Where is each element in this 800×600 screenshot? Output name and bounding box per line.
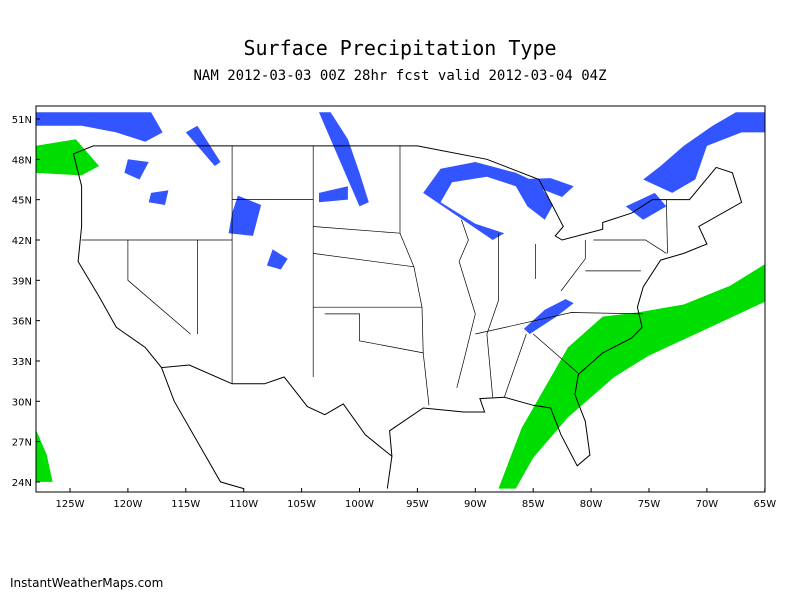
state-line (560, 240, 586, 292)
lon-label: 125W (56, 499, 85, 510)
state-line (532, 333, 580, 375)
precip-area (36, 139, 99, 176)
title: Surface Precipitation Type (243, 36, 556, 60)
lon-label: 100W (345, 499, 374, 510)
tick-layer: 51N 48N 45N 42N 39N 36N 33N 30N 27N 24N 125W 120W 11… (12, 115, 776, 510)
lat-label: 45N (12, 196, 32, 207)
precip-area (498, 264, 765, 489)
map-frame (35, 105, 766, 493)
lon-label: 95W (406, 499, 429, 510)
lat-label: 30N (12, 397, 32, 408)
state-line (127, 240, 191, 335)
state-line (486, 233, 499, 398)
precip-area (36, 112, 163, 142)
lon-label: 115W (171, 499, 200, 510)
subtitle: NAM 2012-03-03 00Z 28hr fcst valid 2012-… (193, 68, 606, 84)
lon-label: 75W (638, 499, 661, 510)
coastline (386, 456, 393, 489)
state-line (313, 253, 414, 268)
state-line (666, 199, 668, 254)
lat-label: 27N (12, 438, 32, 449)
precip-area (523, 299, 574, 334)
precip-area (510, 178, 574, 197)
precip-area (124, 159, 149, 180)
state-line (313, 226, 401, 234)
precip-area (319, 112, 369, 207)
lon-label: 90W (464, 499, 487, 510)
map-layer (36, 112, 765, 490)
lat-label: 36N (12, 317, 32, 328)
credit: InstantWeatherMaps.com (10, 576, 163, 590)
state-line (593, 239, 667, 254)
precip-area (36, 429, 53, 482)
precip-area (319, 186, 348, 203)
lat-label: 51N (12, 115, 32, 126)
lat-label: 24N (12, 478, 32, 489)
state-line (399, 145, 430, 406)
lat-label: 33N (12, 357, 32, 368)
coastline (161, 367, 244, 490)
lat-label: 42N (12, 236, 32, 247)
lon-label: 85W (522, 499, 545, 510)
lon-label: 70W (696, 499, 719, 510)
lat-label: 39N (12, 276, 32, 287)
lon-label: 80W (580, 499, 603, 510)
lat-label: 48N (12, 155, 32, 166)
precip-area (148, 190, 169, 205)
state-line (475, 312, 644, 335)
precip-area (266, 249, 288, 270)
lon-label: 120W (113, 499, 142, 510)
state-line (456, 219, 476, 388)
country-outline (72, 145, 743, 467)
precip-area (228, 195, 262, 236)
lon-label: 65W (753, 499, 776, 510)
state-line (324, 313, 424, 354)
precip-area (643, 112, 765, 193)
lon-label: 105W (287, 499, 316, 510)
state-line (503, 333, 527, 398)
lon-label: 110W (229, 499, 258, 510)
